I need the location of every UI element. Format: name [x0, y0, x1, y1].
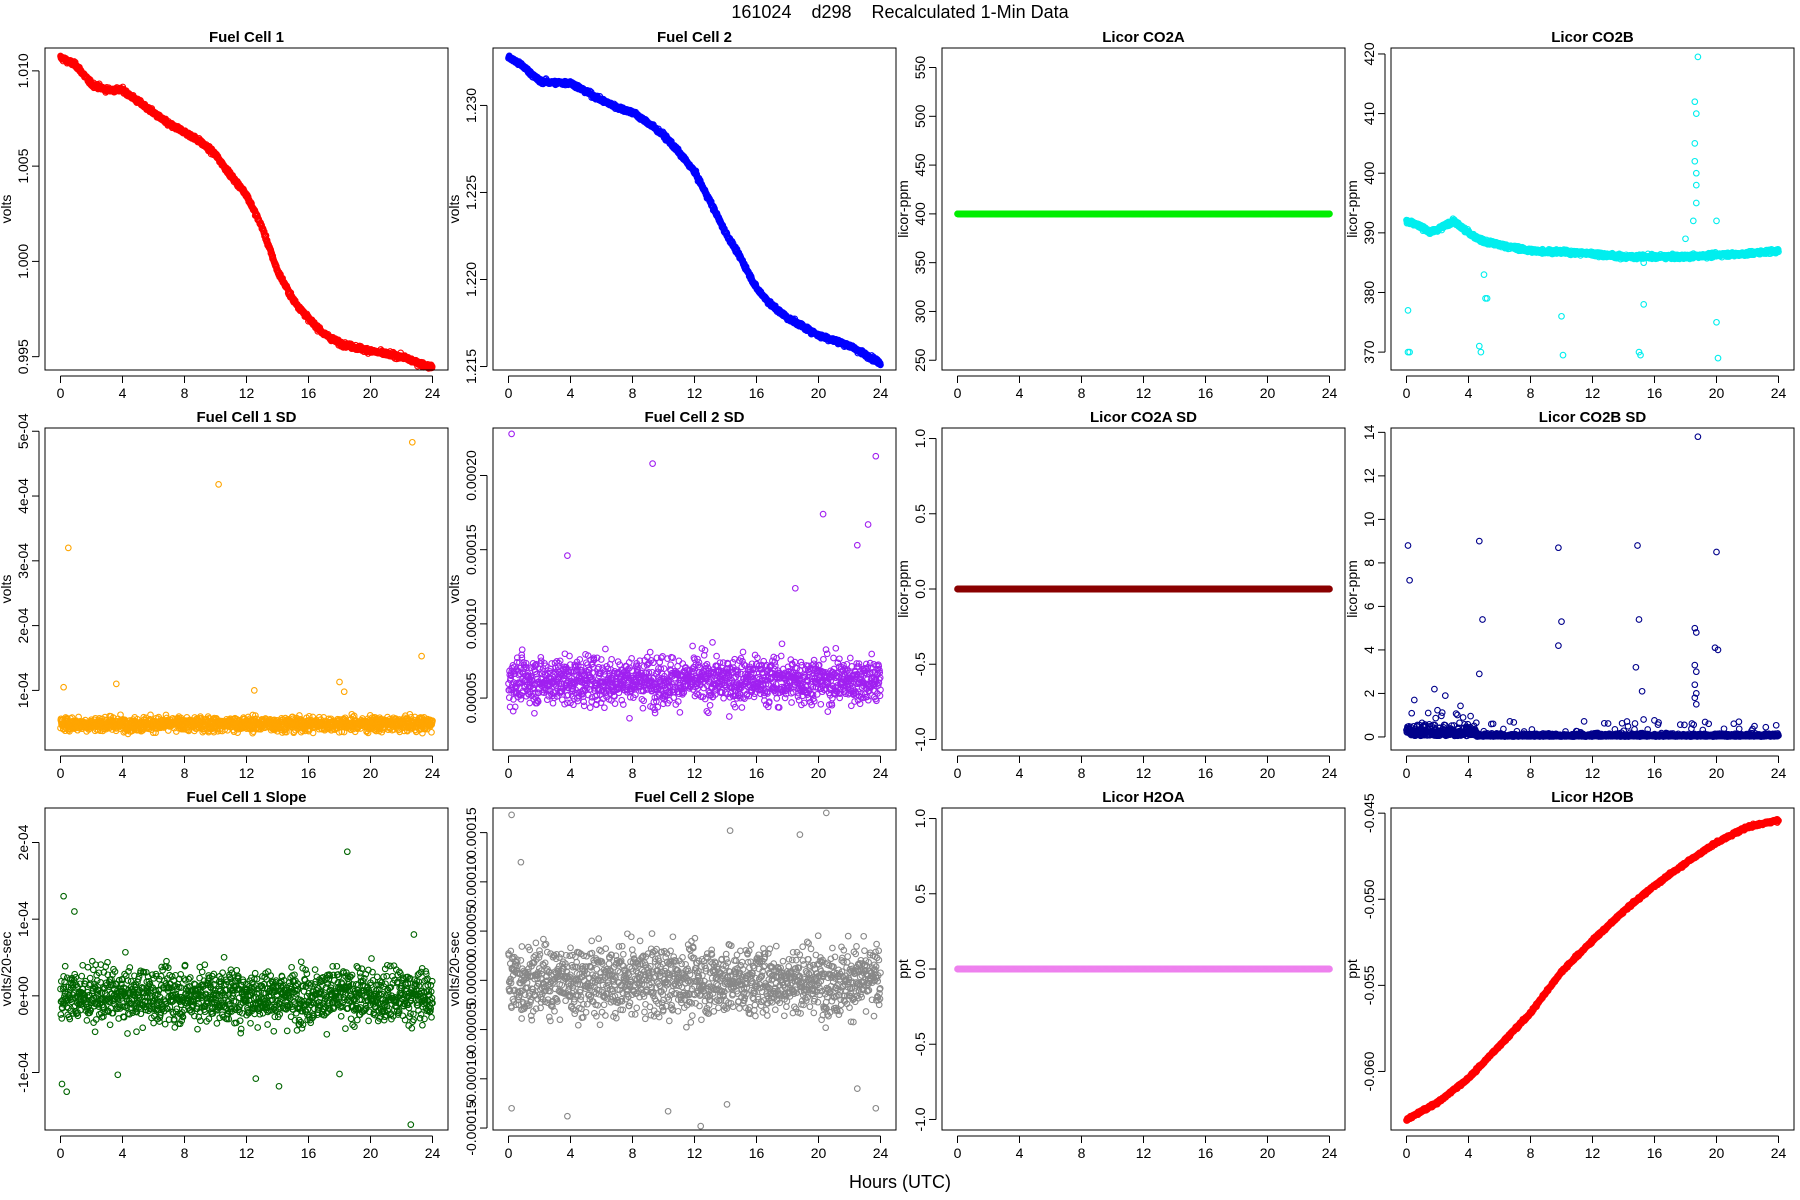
y-tick-label: 550 — [912, 56, 928, 80]
y-axis-label: licor-ppm — [895, 180, 911, 238]
y-tick-label: 400 — [912, 202, 928, 226]
y-axis-label: volts — [0, 195, 14, 224]
x-tick-label: 8 — [629, 385, 637, 401]
x-tick-label: 16 — [301, 385, 317, 401]
y-tick-label: 0.995 — [15, 339, 31, 374]
x-tick-label: 12 — [687, 385, 703, 401]
y-tick-label: 1.225 — [463, 175, 479, 210]
figure-x-axis-label: Hours (UTC) — [849, 1172, 951, 1192]
y-tick-label: 300 — [912, 300, 928, 324]
y-axis-label: licor-ppm — [1344, 180, 1360, 238]
panel-title: Licor CO2A — [1102, 29, 1185, 46]
x-tick-label: 20 — [1260, 385, 1276, 401]
x-tick-label: 12 — [1136, 385, 1152, 401]
y-tick-label: 1.230 — [463, 88, 479, 123]
x-tick-label: 24 — [1322, 385, 1338, 401]
x-tick-label: 0 — [505, 385, 513, 401]
data-point — [273, 262, 280, 270]
panel-title: Fuel Cell 2 — [657, 29, 732, 46]
figure-title: 161024 d298 Recalculated 1-Min Data — [731, 2, 1069, 22]
y-tick-label: 250 — [912, 348, 928, 372]
y-tick-label: 1.215 — [463, 349, 479, 384]
data-point — [258, 221, 265, 229]
y-axis-label: volts — [446, 195, 462, 224]
x-tick-label: 24 — [873, 385, 889, 401]
y-tick-label: 1.005 — [15, 148, 31, 183]
y-tick-label: 1.000 — [15, 244, 31, 279]
x-tick-label: 0 — [954, 385, 962, 401]
panel-1: Fuel Cell 1 volts 0 4 8 12 16 20 24 0.995 1.000 1.0… — [0, 29, 449, 401]
y-tick-label: 450 — [912, 153, 928, 177]
data-point — [260, 228, 268, 235]
y-tick-label: 1.010 — [15, 53, 31, 88]
x-tick-label: 4 — [119, 385, 127, 401]
x-tick-label: 24 — [425, 385, 441, 401]
data-points — [57, 52, 436, 372]
x-tick-label: 16 — [749, 385, 765, 401]
x-tick-label: 20 — [363, 385, 379, 401]
y-tick-label: 1.220 — [463, 262, 479, 297]
x-tick-label: 0 — [57, 385, 65, 401]
panel-title: Licor CO2B — [1551, 29, 1634, 46]
x-tick-label: 8 — [1078, 385, 1086, 401]
data-points — [954, 210, 1333, 218]
panel-title: Fuel Cell 1 — [209, 29, 284, 46]
x-tick-label: 4 — [1016, 385, 1024, 401]
x-tick-label: 8 — [181, 385, 189, 401]
y-tick-label: 350 — [912, 251, 928, 275]
x-tick-label: 20 — [811, 385, 827, 401]
chart-panels: Fuel Cell 1 volts 0 4 8 12 16 20 24 0.995 1.000 1.0… — [0, 29, 1795, 1161]
x-tick-label: 16 — [1198, 385, 1214, 401]
x-tick-label: 12 — [239, 385, 255, 401]
y-tick-label: 500 — [912, 104, 928, 128]
x-tick-label: 4 — [567, 385, 575, 401]
